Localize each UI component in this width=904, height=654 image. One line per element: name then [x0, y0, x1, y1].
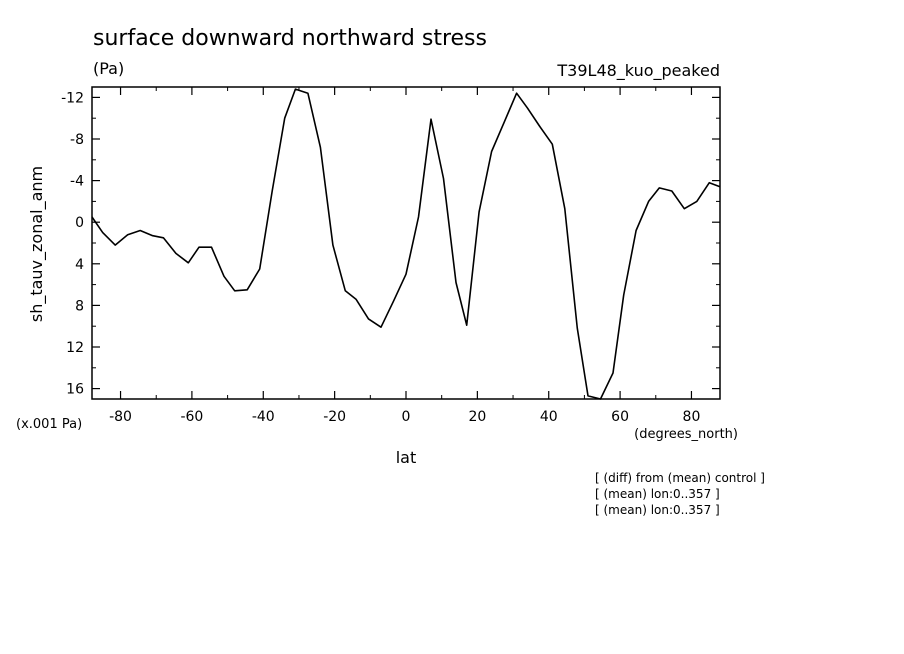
- x-axis-label: lat: [396, 448, 417, 467]
- y-axis-ticks: -12 -8 -4 0 4 8 12 16: [61, 90, 720, 398]
- x-tick-label: -60: [180, 409, 203, 425]
- plot-frame: [91, 86, 721, 400]
- note-line-2: [ (mean) lon:0..357 ]: [595, 487, 720, 501]
- run-label: T39L48_kuo_peaked: [556, 61, 720, 81]
- note-line-1: [ (diff) from (mean) control ]: [595, 471, 765, 485]
- y-axis-label: sh_tauv_zonal_anm: [27, 166, 47, 322]
- note-line-3: [ (mean) lon:0..357 ]: [595, 503, 720, 517]
- x-tick-label: -40: [252, 409, 275, 425]
- y-tick-label: 8: [75, 298, 84, 314]
- x-tick-label: 60: [611, 409, 629, 425]
- y-tick-label: -8: [70, 132, 84, 148]
- y-tick-label: 16: [66, 382, 84, 398]
- x-tick-label: -20: [323, 409, 346, 425]
- x-tick-label: 40: [540, 409, 558, 425]
- y-tick-label: 0: [75, 215, 84, 231]
- y-tick-label: 12: [66, 340, 84, 356]
- y-scale-label: (x.001 Pa): [16, 417, 82, 432]
- y-tick-label: -12: [61, 90, 84, 106]
- x-tick-label: 0: [402, 409, 411, 425]
- series-line: [91, 88, 721, 400]
- x-tick-label: -80: [109, 409, 132, 425]
- y-tick-label: -4: [70, 174, 84, 190]
- chart-title: surface downward northward stress: [93, 26, 487, 51]
- y-tick-label: 4: [75, 257, 84, 273]
- x-axis-units: (degrees_north): [634, 427, 738, 442]
- x-tick-label: 80: [683, 409, 701, 425]
- x-tick-label: 20: [468, 409, 486, 425]
- x-axis-ticks: -80 -60 -40 -20 0 20 40 60 80: [109, 87, 700, 425]
- chart-units: (Pa): [93, 59, 124, 78]
